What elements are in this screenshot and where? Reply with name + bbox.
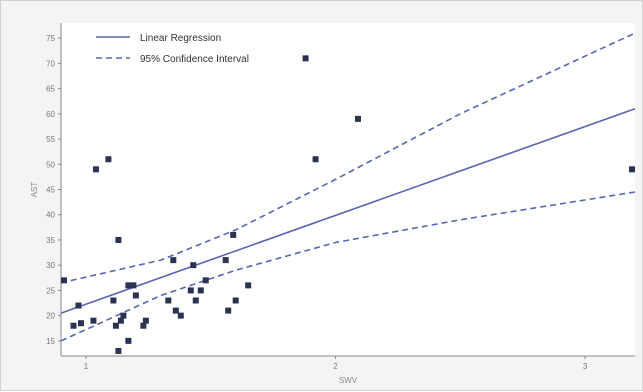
data-point (197, 287, 204, 294)
data-point (132, 292, 139, 299)
plot-area (61, 23, 635, 356)
data-point (115, 347, 122, 354)
y-tick-label: 65 (46, 85, 55, 94)
y-tick-label: 20 (46, 312, 55, 321)
y-tick-label: 15 (46, 337, 55, 346)
ci-lower-line (60, 191, 636, 342)
data-point (92, 166, 99, 173)
regression-line (60, 108, 636, 314)
x-tick-label: 3 (583, 362, 588, 371)
data-point (302, 55, 309, 62)
data-point (125, 337, 132, 344)
data-point (130, 282, 137, 289)
data-point (354, 115, 361, 122)
data-point (110, 297, 117, 304)
y-tick-label: 45 (46, 186, 55, 195)
data-point (225, 307, 232, 314)
data-point (187, 287, 194, 294)
data-point (142, 317, 149, 324)
x-tick-label: 1 (84, 362, 89, 371)
legend-label-regression: Linear Regression (140, 33, 221, 44)
x-tick-label: 2 (333, 362, 338, 371)
data-point (115, 236, 122, 243)
data-point (75, 302, 82, 309)
data-point (190, 262, 197, 269)
y-tick-label: 35 (46, 236, 55, 245)
y-tick-label: 40 (46, 211, 55, 220)
data-point (230, 231, 237, 238)
data-point (232, 297, 239, 304)
data-point (125, 282, 132, 289)
data-point (170, 257, 177, 264)
legend-label-ci: 95% Confidence Interval (140, 54, 249, 65)
data-point (112, 322, 119, 329)
data-point (222, 257, 229, 264)
data-point (117, 317, 124, 324)
y-tick-label: 50 (46, 160, 55, 169)
y-axis-label: AST (30, 182, 39, 198)
data-point (202, 277, 209, 284)
x-axis-label: SWV (339, 376, 358, 385)
data-point (90, 317, 97, 324)
y-tick-label: 30 (46, 261, 55, 270)
data-point (312, 156, 319, 163)
data-point (177, 312, 184, 319)
y-tick-label: 60 (46, 110, 55, 119)
data-point (172, 307, 179, 314)
data-point (192, 297, 199, 304)
y-tick-label: 55 (46, 135, 55, 144)
data-point (629, 166, 635, 173)
y-tick-label: 70 (46, 59, 55, 68)
y-tick-label: 75 (46, 34, 55, 43)
ci-upper-line (60, 32, 636, 284)
data-point (140, 322, 147, 329)
data-point (245, 282, 252, 289)
y-tick-label: 25 (46, 286, 55, 295)
data-point (120, 312, 127, 319)
data-point (105, 156, 112, 163)
data-point (70, 322, 77, 329)
data-point (77, 320, 84, 327)
data-point (165, 297, 172, 304)
data-point (61, 277, 67, 284)
